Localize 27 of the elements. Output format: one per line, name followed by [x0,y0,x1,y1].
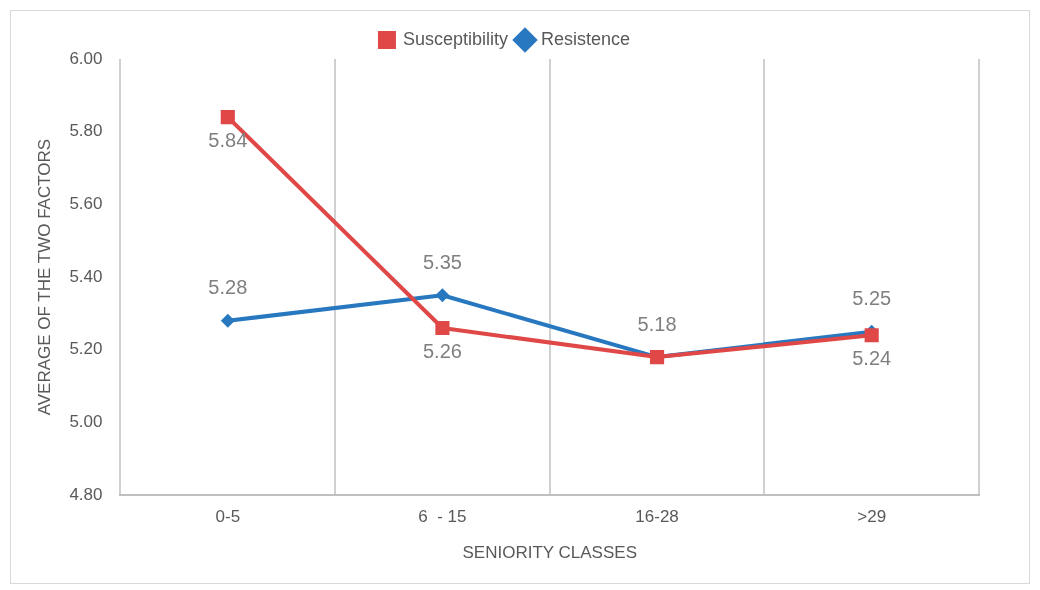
x-tick-label: 0-5 [215,507,241,527]
legend-label: Resistence [541,28,631,49]
point [435,288,450,303]
point [864,328,879,343]
data-label: 5.26 [422,339,462,362]
data-label: 5.84 [208,128,248,151]
x-axis-title: SENIORITY CLASSES [462,543,637,563]
data-label: 5.35 [422,250,462,273]
point [435,320,450,336]
x-tick-label: 6 - 15 [418,507,467,527]
x-tick-label: 16-28 [635,507,679,527]
point [220,313,235,328]
y-tick-label: 6.00 [69,48,103,68]
y-tick-label: 4.80 [69,484,103,504]
y-tick-label: 5.00 [69,412,103,432]
y-tick-label: 5.20 [69,339,103,359]
legend-label: Susceptibility [402,28,508,49]
x-tick-label: >29 [857,507,887,527]
y-tick-label: 5.60 [69,194,103,214]
data-label: 5.24 [852,346,892,369]
data-label: 5.18 [637,312,677,335]
y-axis-title: AVERAGE OF THE TWO FACTORS [34,138,54,416]
point [220,110,235,125]
data-label: 5.28 [208,276,248,299]
y-tick-label: 5.80 [69,121,103,141]
y-tick-label: 5.40 [69,266,103,286]
data-label: 5.25 [852,287,892,310]
